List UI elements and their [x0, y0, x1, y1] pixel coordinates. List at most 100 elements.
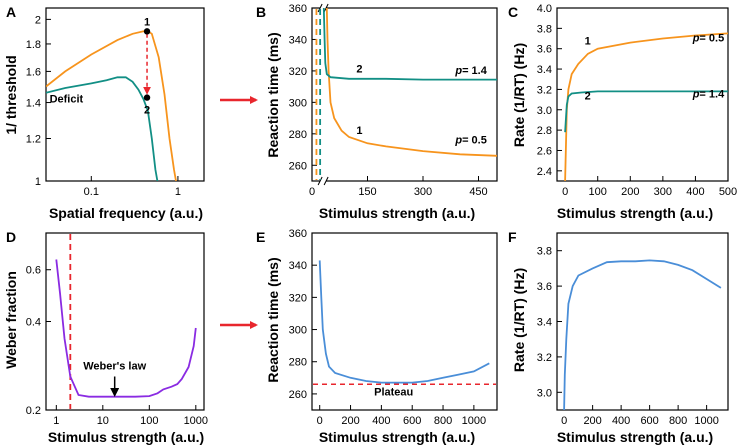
x-tick-label-b-0: 0	[309, 186, 315, 198]
x-tick-label-d-3: 1000	[184, 415, 208, 427]
x-tick-label-d-0: 1	[53, 415, 59, 427]
y-tick-label-b-3: 320	[289, 66, 307, 78]
annotation-d-0: Weber's law	[83, 360, 146, 372]
xlabel-e: Stimulus strength (a.u.)	[319, 429, 475, 445]
y-tick-label-f-3: 3.6	[537, 281, 552, 293]
panel-a: 0.1 1 1 1.2 1.4 1.6 1.8 2 1 2 Deficit	[26, 7, 205, 198]
y-tick-label-e-2: 300	[289, 325, 307, 337]
x-tick-label-e-5: 1000	[462, 415, 486, 427]
axis-break-mark-b-1	[323, 176, 329, 186]
y-tick-label-d-2: 0.6	[26, 265, 41, 277]
ylabel-f: Rate (1/RT) (Hz)	[511, 268, 527, 372]
series-line-b-0	[325, 8, 497, 157]
y-tick-label-f-0: 3.0	[537, 387, 552, 399]
annotation-a-0: Deficit	[50, 94, 84, 106]
y-tick-label-c-2: 2.8	[537, 125, 552, 137]
panel-f: 0 200 400 600 800 1000 3.0 3.2 3.4 3.6 3.8	[537, 232, 729, 427]
panel-label-c: C	[508, 4, 518, 20]
annotation-c-1: p= 0.5	[692, 33, 725, 45]
x-tick-label-f-4: 800	[669, 415, 687, 427]
y-tick-label-c-1: 2.6	[537, 145, 552, 157]
annotation-p-value: = 0.5	[699, 33, 724, 45]
y-tick-label-b-0: 260	[289, 160, 307, 172]
plot-frame-c	[556, 7, 729, 182]
annotation-b-0: 2	[356, 63, 362, 75]
panel-d: 1 10 100 1000 0.2 0.4 0.6 Weber's law	[26, 232, 208, 427]
ylabel-b: Reaction time (ms)	[265, 32, 281, 157]
panel-label-e: E	[256, 229, 265, 245]
ylabel-e: Reaction time (ms)	[265, 257, 281, 382]
series-line-c-1	[564, 90, 728, 133]
x-tick-label-e-4: 800	[434, 415, 452, 427]
panel-label-a: A	[6, 4, 16, 20]
plot-frame-a	[45, 7, 205, 182]
series-line-f-0	[563, 259, 722, 410]
x-tick-label-f-2: 400	[612, 415, 630, 427]
annotation-c-3: p= 1.4	[692, 89, 725, 101]
series-line-b-1	[322, 8, 497, 81]
ylabel-d: Weber fraction	[3, 271, 19, 369]
x-tick-label-d-2: 100	[140, 415, 158, 427]
ylabel-c: Rate (1/RT) (Hz)	[511, 43, 527, 147]
y-tick-label-e-1: 280	[289, 357, 307, 369]
y-tick-label-a-4: 1.8	[26, 39, 41, 51]
x-tick-label-b-2: 300	[414, 186, 432, 198]
annotation-e-0: Plateau	[374, 387, 413, 399]
series-line-e-0	[318, 260, 490, 384]
annotation-p-value: = 0.5	[462, 134, 487, 146]
x-tick-label-c-4: 400	[686, 186, 704, 198]
panel-c: 0 100 200 300 400 500 2.4 2.6 2.8 3.0 3.2 3.4 3.6 3.8…	[537, 3, 737, 198]
y-tick-label-c-8: 4.0	[537, 3, 552, 15]
annotation-b-1: p= 1.4	[454, 65, 487, 77]
x-tick-label-c-0: 0	[562, 186, 568, 198]
series-line-d-0	[55, 259, 197, 398]
y-tick-label-c-4: 3.2	[537, 84, 552, 96]
y-tick-label-a-1: 1.2	[26, 133, 41, 145]
axis-break-gap-1	[320, 177, 327, 185]
annotation-p-symbol: p	[692, 33, 700, 45]
y-tick-label-a-5: 2	[35, 14, 41, 26]
axis-break-mark-a-1	[317, 176, 323, 186]
series-line-a-0	[46, 30, 177, 181]
axis-break-gap-0	[320, 4, 327, 12]
y-tick-label-c-0: 2.4	[537, 166, 552, 178]
y-tick-label-d-0: 0.2	[26, 405, 41, 417]
panel-label-b: B	[256, 4, 266, 20]
x-tick-label-c-2: 200	[621, 186, 639, 198]
x-tick-label-d-1: 10	[97, 415, 109, 427]
y-tick-label-f-1: 3.2	[537, 352, 552, 364]
annotation-b-3: p= 0.5	[454, 134, 487, 146]
marker-point-a-1	[143, 94, 151, 101]
x-tick-label-e-1: 200	[341, 415, 359, 427]
x-tick-label-e-3: 600	[403, 415, 421, 427]
x-tick-label-f-1: 200	[583, 415, 601, 427]
annotation-b-2: 1	[356, 125, 362, 137]
xlabel-c: Stimulus strength (a.u.)	[557, 205, 713, 221]
x-tick-label-a-1: 1	[175, 186, 181, 198]
annotation-p-symbol: p	[454, 65, 462, 77]
annotation-p-value: = 1.4	[699, 89, 725, 101]
x-tick-label-a-0: 0.1	[84, 186, 99, 198]
point-label-a-1: 2	[144, 105, 150, 117]
panel-label-d: D	[6, 229, 16, 245]
annotation-p-value: = 1.4	[462, 65, 488, 77]
marker-point-a-0	[143, 28, 151, 35]
y-tick-label-d-1: 0.4	[26, 317, 41, 329]
x-tick-label-f-3: 600	[640, 415, 658, 427]
plot-frame-f	[556, 232, 729, 411]
annotation-c-0: 1	[585, 36, 591, 48]
y-tick-label-e-5: 360	[289, 228, 307, 240]
y-tick-label-c-7: 3.8	[537, 23, 552, 35]
y-tick-label-e-3: 320	[289, 292, 307, 304]
series-line-a-1	[46, 76, 159, 181]
x-tick-label-b-1: 150	[358, 186, 376, 198]
y-tick-label-e-0: 260	[289, 389, 307, 401]
x-tick-label-f-5: 1000	[694, 415, 718, 427]
x-tick-label-e-0: 0	[317, 415, 323, 427]
x-tick-label-f-0: 0	[561, 415, 567, 427]
panel-label-f: F	[508, 229, 517, 245]
axis-break-mark-a-0	[317, 3, 323, 13]
y-tick-label-b-4: 340	[289, 34, 307, 46]
xlabel-f: Stimulus strength (a.u.)	[557, 429, 713, 445]
